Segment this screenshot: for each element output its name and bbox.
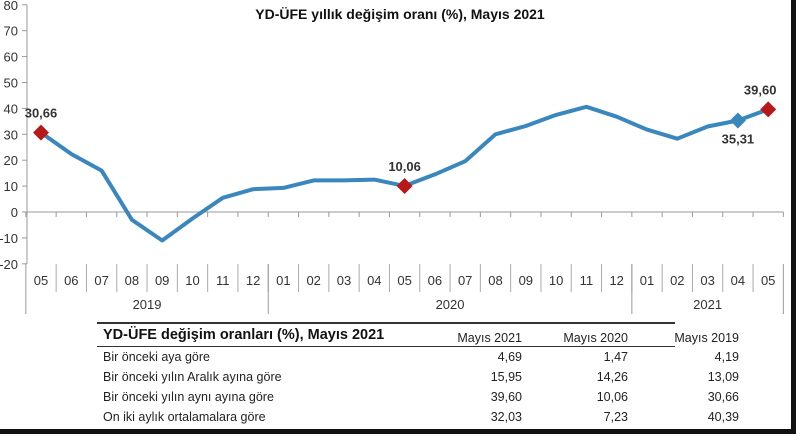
- frame-border-right: [791, 0, 796, 434]
- table-cell: 15,95: [490, 370, 522, 384]
- x-tick-label: 09: [155, 273, 169, 288]
- x-tick-label: 01: [276, 273, 290, 288]
- y-tick-label: 40: [4, 101, 18, 116]
- table-row: Bir önceki yılın Aralık ayına göre 15,95…: [97, 368, 739, 388]
- y-tick-label: 80: [4, 0, 18, 13]
- y-tick-label: 30: [4, 127, 18, 142]
- x-tick-label: 11: [580, 273, 594, 288]
- data-label: 39,60: [744, 82, 777, 97]
- x-tick-label: 07: [458, 273, 472, 288]
- row-label: Bir önceki aya göre: [103, 350, 211, 364]
- table-cell: 30,66: [707, 390, 739, 404]
- x-axis: 05 06 07 08 09 10 11 12 01 02 03 04 05 06 07 08 09 10 11 12…: [25, 211, 784, 314]
- table-cell: 4,19: [714, 350, 739, 364]
- table-row: On iki aylık ortalamalara göre 32,03 7,2…: [97, 408, 739, 428]
- table-cell: 1,47: [603, 350, 628, 364]
- table-cell: 7,23: [603, 410, 628, 424]
- y-tick-label: 50: [4, 76, 18, 91]
- x-tick-label: 02: [670, 273, 684, 288]
- table-cell: 39,60: [490, 390, 522, 404]
- data-label: 10,06: [388, 159, 421, 174]
- x-tick-label: 07: [94, 273, 108, 288]
- x-tick-label: 04: [367, 273, 381, 288]
- x-tick-label: 05: [761, 273, 775, 288]
- x-tick-label: 10: [185, 273, 199, 288]
- highlight-markers: 30,66 10,06 35,31 39,60: [25, 82, 777, 194]
- y-tick-label: 0: [11, 205, 18, 220]
- x-tick-label: 02: [306, 273, 320, 288]
- x-tick-label: 03: [700, 273, 714, 288]
- x-tick-label: 08: [488, 273, 502, 288]
- x-tick-label: 08: [125, 273, 139, 288]
- y-tick-label: 70: [4, 24, 18, 39]
- table-cell: 32,03: [490, 410, 522, 424]
- line-chart: YD-ÜFE yıllık değişim oranı (%), Mayıs 2…: [0, 0, 784, 314]
- year-label: 2019: [133, 297, 162, 312]
- table-row: Bir önceki yılın aynı ayına göre 39,60 1…: [97, 388, 739, 408]
- table-title: YD-ÜFE değişim oranları (%), Mayıs 2021: [103, 327, 385, 343]
- table-row: Bir önceki aya göre 4,69 1,47 4,19: [97, 348, 739, 368]
- highlight-marker: [396, 177, 413, 194]
- x-tick-label: 03: [337, 273, 351, 288]
- table-top-rule: [97, 322, 675, 324]
- y-tick-label: 20: [4, 153, 18, 168]
- table-header: YD-ÜFE değişim oranları (%), Mayıs 2021 …: [97, 326, 739, 347]
- x-tick-label: 10: [549, 273, 563, 288]
- year-label: 2021: [693, 297, 722, 312]
- x-tick-label: 06: [428, 273, 442, 288]
- y-tick-label: -10: [0, 231, 18, 246]
- table-cell: 14,26: [596, 370, 628, 384]
- table-cell: 4,69: [497, 350, 522, 364]
- column-header: Mayıs 2019: [674, 331, 739, 345]
- x-tick-label: 04: [731, 273, 745, 288]
- y-tick-label: 10: [4, 179, 18, 194]
- highlight-marker: [760, 101, 777, 118]
- table-cell: 10,06: [596, 390, 628, 404]
- x-tick-label: 06: [64, 273, 78, 288]
- highlight-marker: [33, 124, 49, 141]
- table-cell: 13,09: [707, 370, 739, 384]
- x-tick-label: 11: [216, 273, 230, 288]
- highlight-marker: [729, 112, 746, 129]
- x-tick-label: 05: [34, 273, 48, 288]
- chart-title: YD-ÜFE yıllık değişim oranı (%), Mayıs 2…: [255, 6, 545, 22]
- column-header: Mayıs 2021: [457, 331, 522, 345]
- y-axis: 80 70 60 50 40 30 20 10 0 -10 -20: [0, 0, 28, 272]
- x-tick-label: 12: [609, 273, 623, 288]
- column-header: Mayıs 2020: [563, 331, 628, 345]
- x-tick-label: 01: [640, 273, 654, 288]
- x-tick-label: 09: [519, 273, 533, 288]
- y-tick-label: 60: [4, 50, 18, 65]
- frame-border-bottom: [0, 429, 796, 434]
- x-tick-label: 05: [397, 273, 411, 288]
- year-label: 2020: [436, 297, 465, 312]
- y-tick-label: -20: [0, 257, 18, 272]
- x-tick-label: 12: [246, 273, 260, 288]
- row-label: Bir önceki yılın Aralık ayına göre: [103, 370, 282, 384]
- data-label: 30,66: [25, 106, 58, 121]
- row-label: On iki aylık ortalamalara göre: [103, 410, 266, 424]
- row-label: Bir önceki yılın aynı ayına göre: [103, 390, 274, 404]
- table-cell: 40,39: [707, 410, 739, 424]
- data-label: 35,31: [722, 132, 755, 147]
